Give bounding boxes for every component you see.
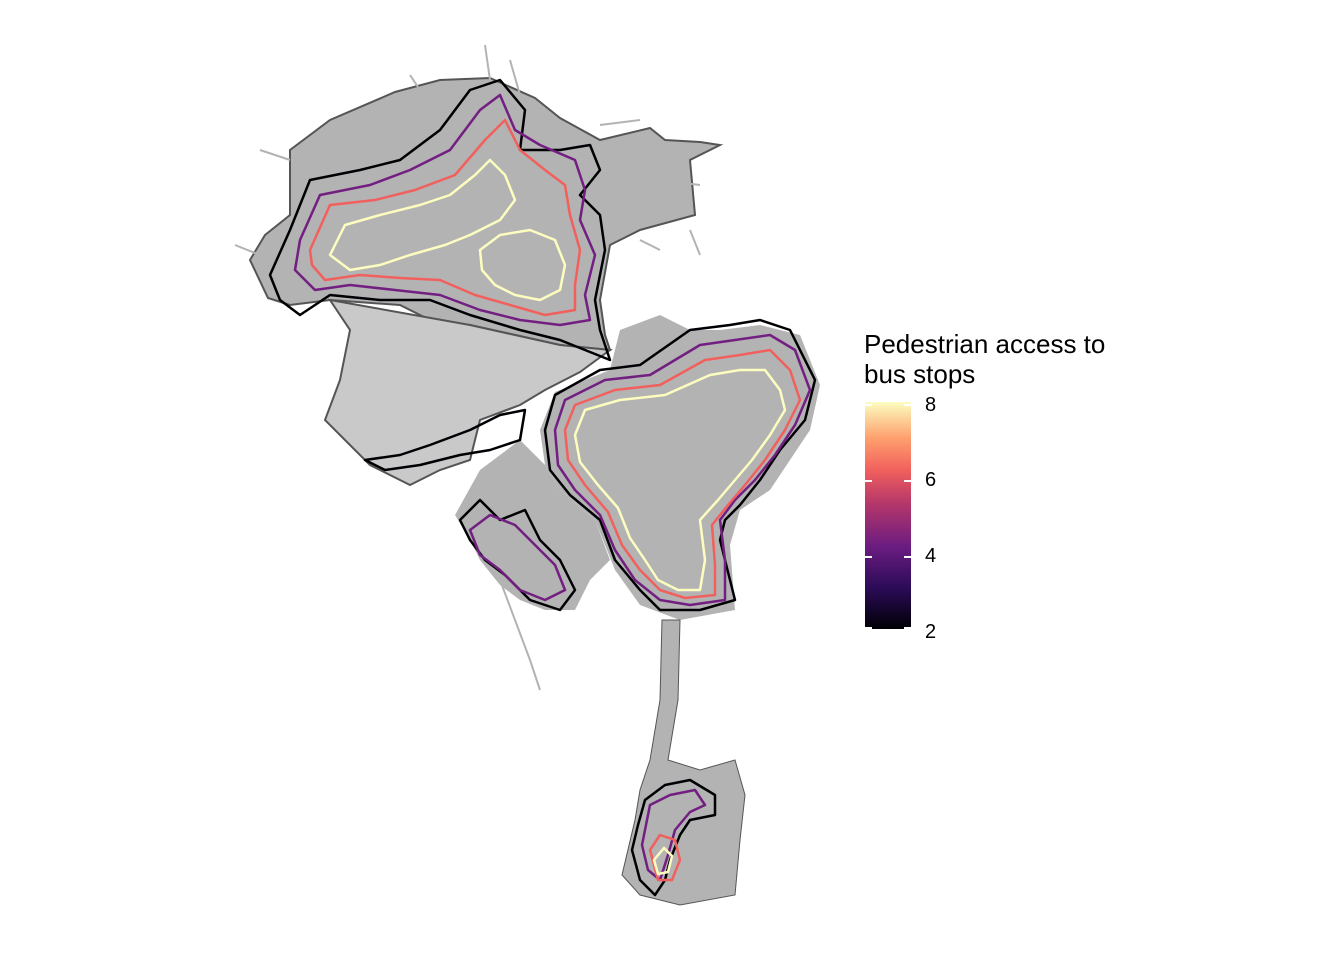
contour-6-east <box>563 348 802 600</box>
legend-tick-mark-4-right <box>904 556 911 558</box>
contours-level-4 <box>293 93 812 882</box>
contour-2-east <box>543 318 817 612</box>
legend-tick-mark-2 <box>865 627 872 629</box>
legend-tick-mark-6-right <box>904 480 911 482</box>
street-network <box>234 44 820 906</box>
legend-tick-label-6: 6 <box>925 469 937 491</box>
coast-line <box>499 579 541 691</box>
contour-4-east <box>553 333 812 607</box>
contour-6-harbor <box>648 833 682 882</box>
legend-tick-mark-8 <box>865 404 872 406</box>
city-boundary-north <box>248 76 724 352</box>
legend-tick-mark-4 <box>865 556 872 558</box>
legend-tick-label-4: 4 <box>925 545 937 567</box>
city-boundary-west <box>323 298 613 487</box>
legend-tick-mark-8-right <box>904 404 911 406</box>
contour-2-north <box>268 78 612 362</box>
legend-title-line-1: Pedestrian access to <box>864 329 1106 359</box>
contour-4-southwest <box>468 513 567 602</box>
contours-level-6 <box>308 118 802 882</box>
north-roads <box>234 44 701 256</box>
contour-8-east <box>573 368 787 592</box>
contour-6-north <box>308 118 582 317</box>
contour-4-harbor <box>640 788 707 882</box>
legend-tick-mark-6 <box>865 480 872 482</box>
contour-8-north-b <box>478 228 567 302</box>
contours-level-8 <box>328 158 787 876</box>
legend-title-line-2: bus stops <box>864 359 976 389</box>
legend-tick-label-2: 2 <box>925 621 937 643</box>
contour-4-north <box>293 93 597 327</box>
contour-2-west-strip <box>363 408 527 472</box>
legend-tick-label-8: 8 <box>925 394 937 416</box>
legend-tick-mark-2-right <box>904 627 911 629</box>
legend-colorbar <box>865 402 911 629</box>
contour-2-harbor <box>630 778 717 897</box>
harbor-corridor <box>621 619 746 906</box>
contour-8-harbor <box>652 846 674 876</box>
legend-title: Pedestrian access to bus stops <box>864 329 1184 389</box>
contour-8-north-a <box>328 158 517 272</box>
